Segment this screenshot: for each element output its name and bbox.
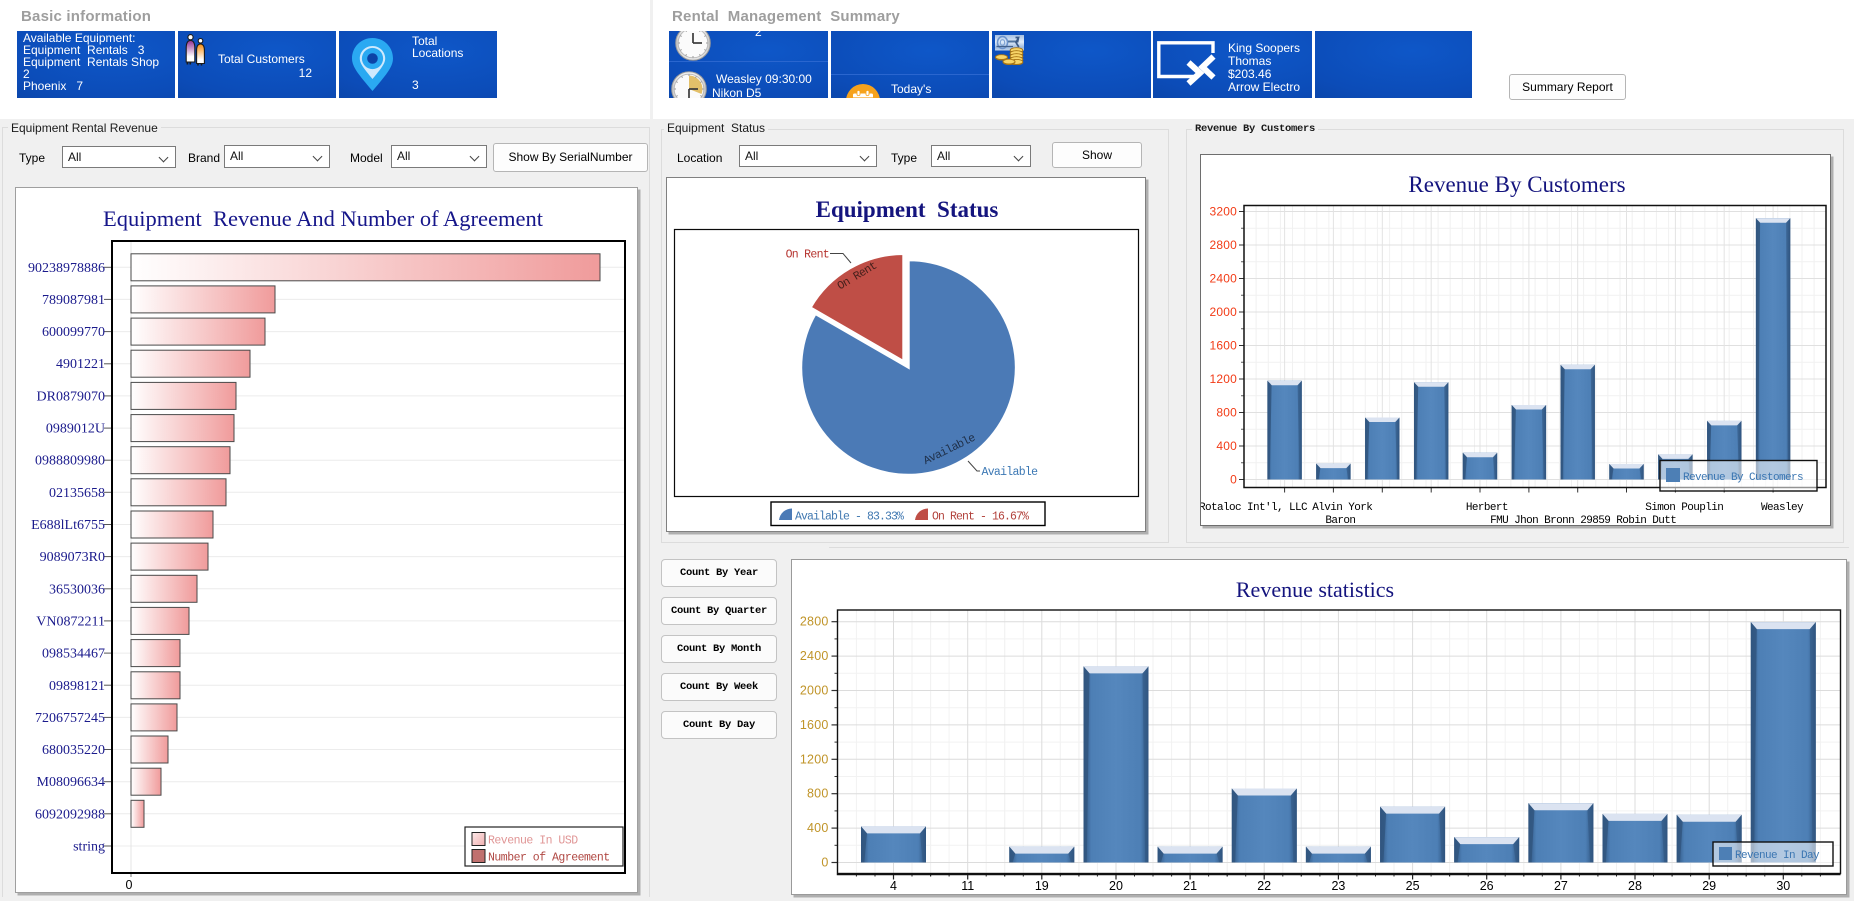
- svg-text:Available: Available: [982, 466, 1039, 479]
- svg-text:Revenue By Customers: Revenue By Customers: [1408, 172, 1625, 197]
- svg-text:3200: 3200: [1210, 205, 1238, 219]
- svg-text:20: 20: [1109, 879, 1123, 893]
- svg-text:4901221: 4901221: [56, 357, 105, 372]
- svg-text:Baron: Baron: [1325, 515, 1355, 527]
- svg-text:0: 0: [1230, 473, 1237, 487]
- svg-text:26: 26: [1480, 879, 1494, 893]
- svg-text:Simon Pouplin: Simon Pouplin: [1645, 502, 1723, 514]
- svg-text:25: 25: [1406, 879, 1420, 893]
- svg-text:Equipment Revenue And Number: Equipment Revenue And Number of Agreemen…: [103, 206, 544, 231]
- svg-text:Number of Agreement: Number of Agreement: [488, 852, 610, 865]
- svg-text:1600: 1600: [800, 718, 829, 732]
- svg-text:19: 19: [1035, 879, 1049, 893]
- svg-text:1200: 1200: [1210, 372, 1238, 386]
- svg-text:2400: 2400: [1210, 272, 1238, 286]
- svg-text:28: 28: [1628, 879, 1642, 893]
- svg-text:On Rent: On Rent: [786, 249, 829, 262]
- svg-text:6092092988: 6092092988: [35, 807, 105, 822]
- svg-text:VN0872211: VN0872211: [36, 614, 105, 629]
- svg-text:400: 400: [1216, 439, 1237, 453]
- svg-text:Revenue In Day: Revenue In Day: [1735, 850, 1820, 862]
- svg-text:90238978886: 90238978886: [28, 261, 105, 276]
- svg-text:Available - 83.33%: Available - 83.33%: [795, 511, 904, 524]
- svg-text:36530036: 36530036: [49, 582, 105, 597]
- svg-text:600099770: 600099770: [42, 325, 105, 340]
- svg-text:M08096634: M08096634: [37, 775, 105, 790]
- svg-text:Revenue In USD: Revenue In USD: [488, 835, 578, 848]
- svg-text:9089073R0: 9089073R0: [40, 550, 105, 565]
- svg-text:11: 11: [961, 879, 974, 893]
- svg-text:7206757245: 7206757245: [35, 711, 105, 726]
- svg-text:0988809980: 0988809980: [35, 454, 105, 469]
- svg-text:09898121: 09898121: [49, 679, 105, 694]
- svg-text:2800: 2800: [1210, 238, 1238, 252]
- svg-text:DR0879070: DR0879070: [37, 389, 105, 404]
- svg-text:02135658: 02135658: [49, 486, 105, 501]
- svg-text:FMU Jhon Bronn 29859 Robin Dut: FMU Jhon Bronn 29859 Robin Dutt: [1490, 515, 1676, 527]
- svg-text:2000: 2000: [1210, 305, 1238, 319]
- svg-text:22: 22: [1257, 879, 1271, 893]
- svg-text:On Rent - 16.67%: On Rent - 16.67%: [932, 511, 1029, 524]
- svg-text:2800: 2800: [800, 615, 829, 629]
- svg-text:680035220: 680035220: [42, 743, 105, 758]
- svg-text:Rotaloc Int'l, LLC: Rotaloc Int'l, LLC: [1201, 502, 1308, 514]
- svg-text:400: 400: [807, 821, 828, 835]
- svg-text:1600: 1600: [1210, 339, 1238, 353]
- svg-text:4: 4: [890, 879, 897, 893]
- svg-text:Weasley: Weasley: [1761, 502, 1804, 514]
- svg-text:E688lLt6755: E688lLt6755: [31, 518, 105, 533]
- svg-text:27: 27: [1554, 879, 1568, 893]
- svg-text:30: 30: [1776, 879, 1790, 893]
- svg-text:Revenue By Customers: Revenue By Customers: [1683, 472, 1803, 484]
- svg-text:2000: 2000: [800, 684, 829, 698]
- svg-text:0989012U: 0989012U: [46, 422, 105, 437]
- svg-text:1200: 1200: [800, 752, 829, 766]
- svg-text:string: string: [73, 840, 105, 855]
- svg-text:Equipment Status: Equipment Status: [816, 197, 999, 222]
- svg-text:29: 29: [1702, 879, 1716, 893]
- svg-text:Herbert: Herbert: [1466, 502, 1508, 514]
- svg-text:098534467: 098534467: [42, 647, 105, 662]
- svg-text:23: 23: [1331, 879, 1345, 893]
- svg-text:800: 800: [1216, 406, 1237, 420]
- svg-text:21: 21: [1183, 879, 1197, 893]
- svg-text:2400: 2400: [800, 649, 829, 663]
- svg-text:0: 0: [821, 856, 828, 870]
- svg-text:789087981: 789087981: [42, 293, 105, 308]
- svg-text:800: 800: [807, 787, 828, 801]
- svg-text:Alvin York: Alvin York: [1312, 502, 1373, 514]
- svg-text:Revenue statistics: Revenue statistics: [1236, 577, 1394, 602]
- svg-text:0: 0: [126, 878, 133, 892]
